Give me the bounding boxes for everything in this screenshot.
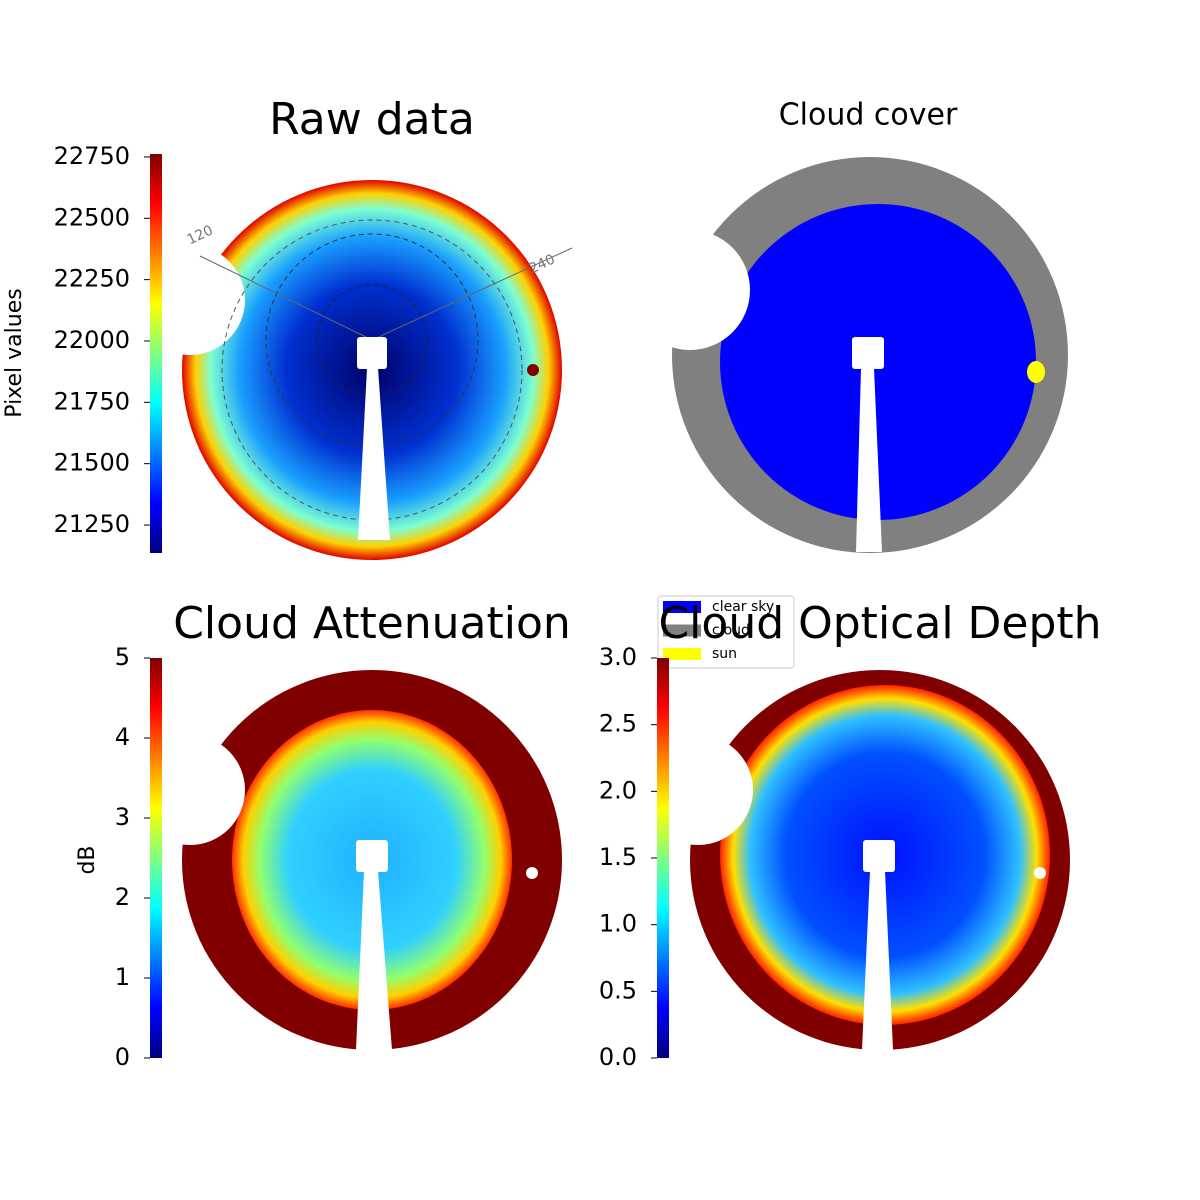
- colorbar-tick-label: 22000: [54, 326, 130, 354]
- colorbar: [150, 154, 162, 553]
- colorbar: [657, 658, 669, 1058]
- colorbar-tick-label: 1.5: [599, 843, 637, 871]
- panel-title: Cloud Optical Depth: [658, 598, 1101, 649]
- raw-image: [135, 180, 573, 560]
- colorbar-tick-label: 22750: [54, 142, 130, 170]
- colorbar-tick-label: 2.5: [599, 710, 637, 738]
- colorbar-tick-label: 3: [115, 803, 130, 831]
- colorbar-tick-label: 0: [115, 1043, 130, 1071]
- polar-annotation: 240: [527, 251, 558, 277]
- colorbar-tick-label: 21250: [54, 510, 130, 538]
- colorbar-tick-label: 1: [115, 963, 130, 991]
- colorbar-tick-label: 4: [115, 723, 130, 751]
- colorbar-label: dB: [75, 845, 100, 874]
- colorbar-tick-label: 1.0: [599, 910, 637, 938]
- legend-label: clear sky: [712, 599, 774, 615]
- colorbar-label: Pixel values: [2, 288, 27, 417]
- legend-swatch: [663, 648, 701, 660]
- colorbar-tick-label: 3.0: [599, 643, 637, 671]
- cloud-cover-image: [630, 157, 1068, 553]
- attenuation-image: [135, 670, 562, 1050]
- colorbar-tick-label: 21750: [54, 387, 130, 415]
- polar-annotation: 120: [185, 222, 216, 248]
- colorbar-tick-label: 0.5: [599, 976, 637, 1004]
- panel-title: Cloud Attenuation: [173, 598, 571, 649]
- legend-label: cloud: [712, 623, 750, 639]
- panel-title: Raw data: [269, 94, 475, 145]
- optical-depth-image: [643, 670, 1070, 1050]
- colorbar-tick-label: 21500: [54, 449, 130, 477]
- colorbar-tick-label: 2: [115, 883, 130, 911]
- legend-swatch: [663, 601, 701, 613]
- colorbar-tick-label: 5: [115, 643, 130, 671]
- panel-title: Cloud cover: [779, 98, 958, 133]
- colorbar-tick-label: 22250: [54, 265, 130, 293]
- legend-swatch: [663, 624, 701, 637]
- legend-label: sun: [712, 646, 737, 662]
- colorbar-tick-label: 22500: [54, 203, 130, 231]
- colorbar: [150, 658, 162, 1058]
- colorbar-tick-label: 2.0: [599, 776, 637, 804]
- colorbar-tick-label: 0.0: [599, 1043, 637, 1071]
